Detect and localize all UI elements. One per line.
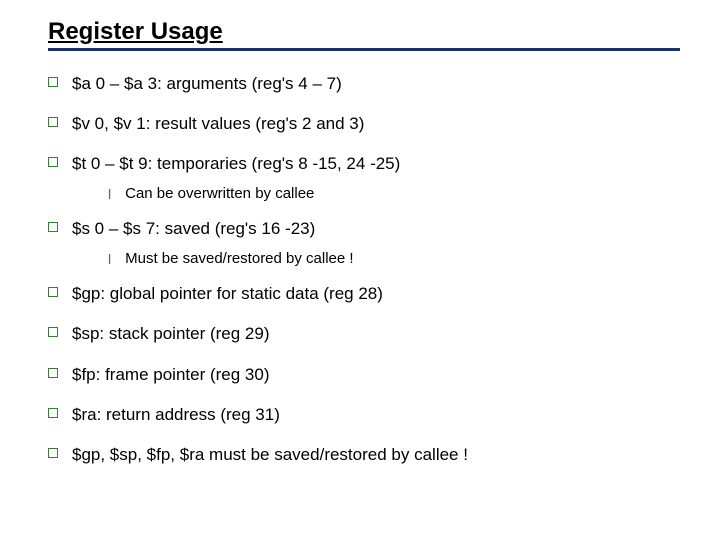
sub-item-text: Can be overwritten by callee [125,185,314,202]
square-bullet-icon [48,287,58,297]
item-text: $fp: frame pointer (reg 30) [72,364,269,386]
sub-item-text: Must be saved/restored by callee ! [125,250,353,267]
square-bullet-icon [48,408,58,418]
item-text: $sp: stack pointer (reg 29) [72,323,269,345]
square-bullet-icon [48,117,58,127]
square-bullet-icon [48,448,58,458]
list-item: $v 0, $v 1: result values (reg's 2 and 3… [48,113,680,135]
list-item: $ra: return address (reg 31) [48,404,680,426]
list-item: $gp: global pointer for static data (reg… [48,283,680,305]
square-bullet-icon [48,368,58,378]
square-bullet-icon [48,157,58,167]
item-text: $a 0 – $a 3: arguments (reg's 4 – 7) [72,73,342,95]
item-text: $t 0 – $t 9: temporaries (reg's 8 -15, 2… [72,153,400,175]
square-bullet-icon [48,77,58,87]
item-text: $gp, $sp, $fp, $ra must be saved/restore… [72,444,468,466]
list-item: $fp: frame pointer (reg 30) [48,364,680,386]
list-item: $gp, $sp, $fp, $ra must be saved/restore… [48,444,680,466]
item-text: $ra: return address (reg 31) [72,404,280,426]
sub-bullet-icon: l [108,186,111,202]
sub-item: l Can be overwritten by callee [108,185,680,202]
slide-title: Register Usage [48,18,680,51]
sub-bullet-icon: l [108,251,111,267]
list-item: $t 0 – $t 9: temporaries (reg's 8 -15, 2… [48,153,680,175]
list-item: $sp: stack pointer (reg 29) [48,323,680,345]
square-bullet-icon [48,327,58,337]
list-item: $a 0 – $a 3: arguments (reg's 4 – 7) [48,73,680,95]
item-text: $v 0, $v 1: result values (reg's 2 and 3… [72,113,364,135]
item-text: $s 0 – $s 7: saved (reg's 16 -23) [72,218,315,240]
list-item: $s 0 – $s 7: saved (reg's 16 -23) [48,218,680,240]
square-bullet-icon [48,222,58,232]
item-text: $gp: global pointer for static data (reg… [72,283,383,305]
sub-item: l Must be saved/restored by callee ! [108,250,680,267]
